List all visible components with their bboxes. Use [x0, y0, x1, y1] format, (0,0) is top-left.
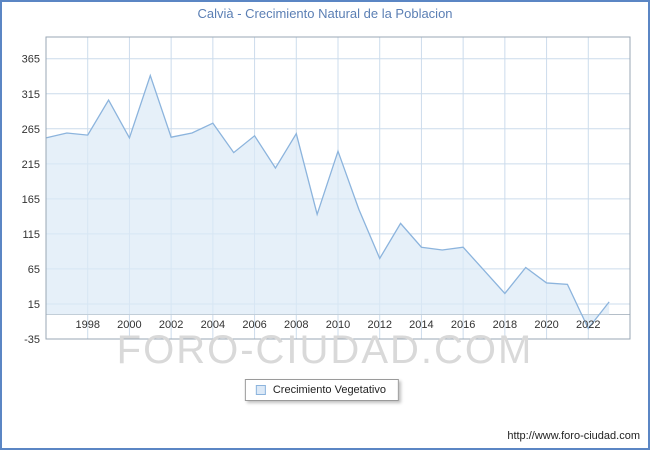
svg-text:365: 365	[22, 54, 40, 66]
svg-text:2004: 2004	[201, 319, 225, 331]
svg-text:15: 15	[28, 299, 40, 311]
svg-text:2020: 2020	[534, 319, 558, 331]
svg-text:2016: 2016	[451, 319, 475, 331]
svg-text:115: 115	[22, 229, 40, 241]
chart-title: Calvià - Crecimiento Natural de la Pobla…	[197, 6, 453, 21]
svg-text:2006: 2006	[242, 319, 266, 331]
site-url: http://www.foro-ciudad.com	[507, 430, 640, 442]
svg-text:215: 215	[22, 159, 40, 171]
svg-text:315: 315	[22, 89, 40, 101]
svg-text:1998: 1998	[75, 319, 99, 331]
svg-text:2018: 2018	[493, 319, 517, 331]
svg-text:2012: 2012	[367, 319, 391, 331]
svg-text:2000: 2000	[117, 319, 141, 331]
svg-text:2010: 2010	[326, 319, 350, 331]
svg-text:165: 165	[22, 194, 40, 206]
legend-label: Crecimiento Vegetativo	[272, 384, 386, 396]
svg-text:265: 265	[22, 124, 40, 136]
legend: Crecimiento Vegetativo	[244, 379, 399, 401]
svg-text:2022: 2022	[576, 319, 600, 331]
svg-text:-35: -35	[24, 334, 40, 346]
legend-marker-icon	[255, 385, 266, 395]
svg-text:2008: 2008	[284, 319, 308, 331]
svg-text:2002: 2002	[159, 319, 183, 331]
svg-text:2014: 2014	[409, 319, 433, 331]
svg-text:65: 65	[28, 264, 40, 276]
